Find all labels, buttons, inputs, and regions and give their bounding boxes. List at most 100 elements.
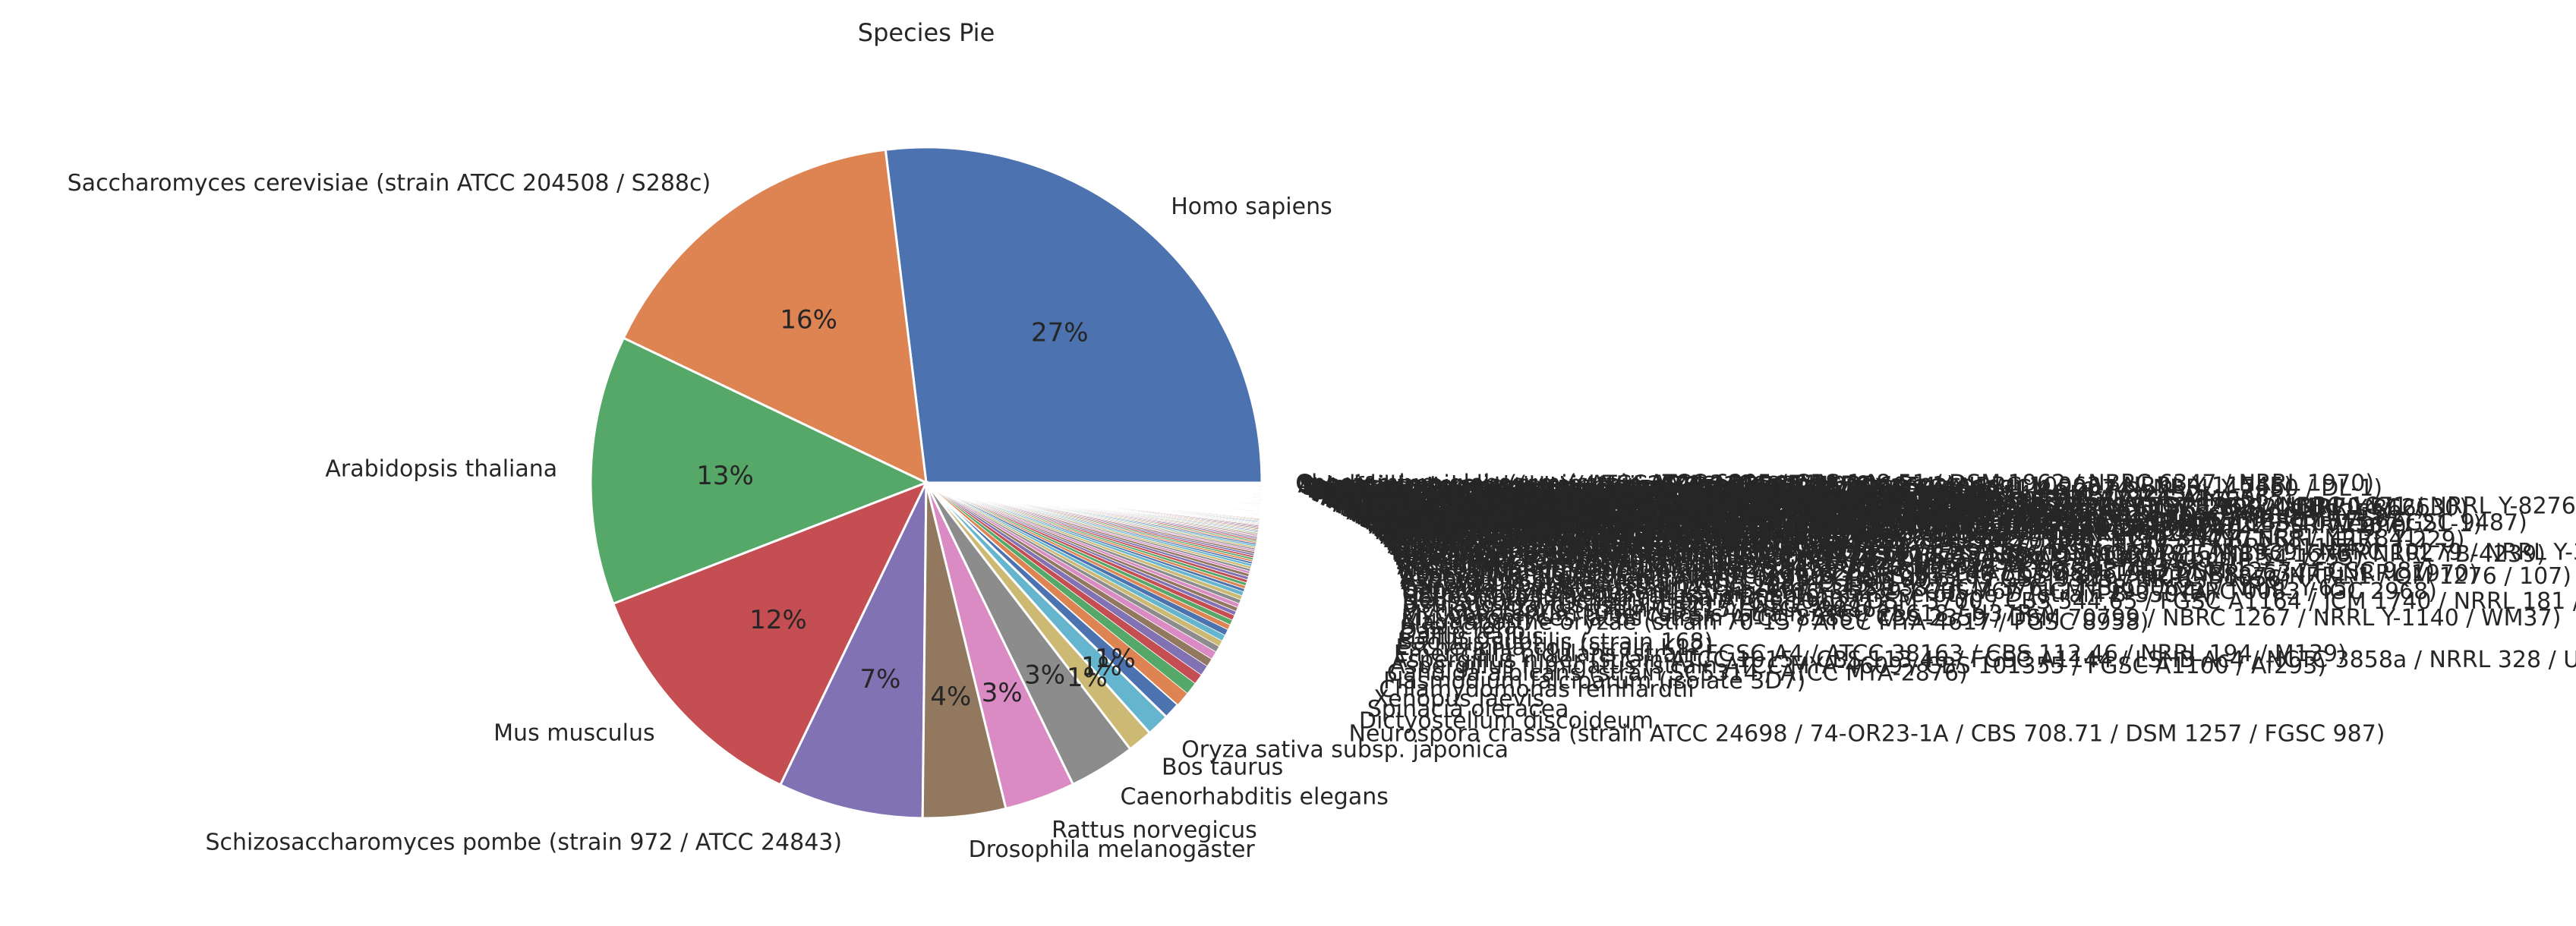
slice-label: Chaetomium globosum (strain ATCC 6205 / … xyxy=(1295,471,2374,497)
slice-label: Paracoccidioides lutzii (strain ATCC MYA… xyxy=(1364,509,1956,536)
slice-label: Komagataella phaffii (strain ATCC 76273 … xyxy=(1367,511,2482,537)
slice-label: Pyricularia oryzae (strain 70-15 / ATCC … xyxy=(1307,477,2023,503)
slice-label: Mycobacterium tuberculosis (strain ATCC … xyxy=(1402,600,2055,627)
slice-label: Neurospora crassa (strain ATCC 24698 / 7… xyxy=(1398,558,2435,584)
slice-label: Aspergillus oryzae (strain ATCC 42149 / … xyxy=(1332,491,1872,518)
slice-label: Yarrowia lipolytica (strain CLIB 122 / E… xyxy=(1401,572,1893,598)
slice-label: Magnaporthe oryzae (strain 70-15 / ATCC … xyxy=(1401,609,2149,636)
chart-title: Species Pie xyxy=(858,18,995,47)
slice-label: Arthroderma otae (strain ATCC MYA-4605 /… xyxy=(1322,485,1962,512)
slice-label: Candida parapsilosis (strain CDC 317 / A… xyxy=(1342,496,1975,523)
slice-label: Penicillium rubens (strain ATCC 28089 / … xyxy=(1394,545,2363,572)
slice-label: Pichia angusta (strain ATCC 26012 / NRRL… xyxy=(1350,501,1994,528)
slice-label: Drosophila melanogaster xyxy=(969,836,1256,863)
pct-label: 3% xyxy=(1024,660,1065,691)
slice-label: Thielavia terrestris (strain ATCC 38088 … xyxy=(1356,505,1953,531)
slice-labels: Homo sapiens Saccharomyces cerevisiae (st… xyxy=(68,170,2576,863)
slice-label: Eremothecium cymbalariae (strain CBS 270… xyxy=(1360,506,2413,533)
slice-label: Escherichia coli (strain K12) xyxy=(1395,635,1713,661)
slice-label: Oryza sativa subsp. japonica xyxy=(1181,736,1509,763)
pct-label: 4% xyxy=(930,682,971,712)
slice-label: Nematostella vectensis xyxy=(1302,474,1569,500)
slice-label: Candida dubliniensis (strain CD36 / ATCC… xyxy=(1383,525,2427,552)
slice-label: Danio rerio xyxy=(1399,619,1525,645)
slice-label: Ustilago maydis (strain 521 / FGSC 9021) xyxy=(1402,592,1873,619)
slice-label: Emericella nidulans (strain FGSC A4 / AT… xyxy=(1354,502,2306,529)
pie-slice xyxy=(778,482,928,820)
slice-label: Neosartorya fumigata (strain ATCC MYA-46… xyxy=(1324,487,2263,513)
slice-label: Lodderomyces elongisporus (strain ATCC 1… xyxy=(1392,541,2546,568)
slice-label: Trichophyton verrucosum (strain HKI 0517… xyxy=(1374,518,1865,544)
slice-label: Arthroderma gypseum (strain ATCC MYA-460… xyxy=(1320,484,2015,511)
slice-label: Ajellomyces dermatitidis (strain SLH1408… xyxy=(1312,479,1806,506)
slice-label: Coccidioides immitis (strain RS) xyxy=(1396,551,1758,578)
slice-label: Fusarium oxysporum (strain Fo5176) xyxy=(1345,498,1764,524)
slice-label: Pestalotiopsis fici (strain W106-1 / CGM… xyxy=(1334,492,1917,518)
slice-label: Debaryomyces hansenii (strain ATCC 36239… xyxy=(1402,578,2437,605)
slice-label: Aspergillus flavus (strain ATCC 200026 /… xyxy=(1369,512,2407,539)
pct-label: 1% xyxy=(1067,663,1108,693)
slice-label: Candida orthopsilosis (strain 90-125) xyxy=(1348,500,1770,527)
slice-label: Cochliobolus heterostrophus (strain C5 /… xyxy=(1328,488,2037,515)
pct-label: 1% xyxy=(1095,644,1136,674)
pct-label: 1% xyxy=(1081,651,1122,682)
slice-label: Paracoccidioides brasiliensis (strain Pb… xyxy=(1381,524,1859,551)
slice-label: Scheffersomyces stipitis (strain ATCC 58… xyxy=(1301,473,2293,499)
pie-slice xyxy=(589,336,929,606)
slice-label: Cordyceps militaris (strain CM01) xyxy=(1354,503,1735,530)
slice-label: Cryptococcus neoformans var. neoformans … xyxy=(1323,486,2293,512)
slice-label: Pyrenophora teres f. teres (strain 0-1) xyxy=(1370,514,1800,540)
slice-label: Arabidopsis thaliana xyxy=(325,455,557,482)
slice-label: Bacillus subtilis (strain 168) xyxy=(1397,629,1713,656)
slice-label: Ogataea parapolymorpha (strain ATCC 2601… xyxy=(1304,475,2382,502)
slice-label: Saccharomyces cerevisiae (strain ATCC 20… xyxy=(68,170,711,197)
slice-label: Scheffersomyces stipitis (strain ATCC 58… xyxy=(1389,534,2381,561)
slice-label: Pichia pastoris (strain GS115 / ATCC 208… xyxy=(1402,597,1900,623)
pct-label: 7% xyxy=(860,664,901,694)
slice-label: Meyerozyma guilliermondii (strain ATCC 6… xyxy=(1392,540,2576,566)
slice-label: Ajellomyces capsulatus (strain G186AR / … xyxy=(1316,481,2210,508)
slice-label: Coccidioides posadasii (strain RMSCC 757… xyxy=(1310,478,1903,505)
slice-label: Sclerotinia sclerotiorum (strain ATCC 18… xyxy=(1395,549,2052,575)
slice-label: Spinacia oleracea xyxy=(1367,696,1569,723)
slice-label: Nectria haematococca (strain 77-13-4 / A… xyxy=(1373,515,2242,542)
slice-label: Aspergillus clavatus (strain ATCC 1007 /… xyxy=(1400,563,2571,590)
slice-label: Zygosaccharomyces rouxii (strain ATCC 26… xyxy=(1383,527,2464,553)
slice-label: Chlamydomonas reinhardtii xyxy=(1379,676,1694,703)
pct-label: 3% xyxy=(982,678,1023,708)
slice-label: Myceliophthora thermophila (strain ATCC … xyxy=(1358,506,2217,532)
slice-label: Homo sapiens xyxy=(1171,194,1332,220)
slice-label: Kazachstania africana (strain ATCC 22294… xyxy=(1336,493,2576,520)
slice-label: Trichophyton equinum (strain ATCC MYA-46… xyxy=(1316,482,2001,509)
slice-label: Coccidioides posadasii (strain C735) xyxy=(1363,509,1777,535)
slice-label: Chaetomium globosum (strain ATCC 6205 / … xyxy=(1399,561,2478,587)
slice-label: Ajellomyces capsulatus (strain H143) xyxy=(1314,480,1739,507)
slice-label: Ajellomyces capsulatus (strain H88) xyxy=(1313,480,1723,506)
slice-label: Aspergillus fumigatus (strain ATCC MYA-4… xyxy=(1390,653,2327,679)
slice-label: Torulaspora delbrueckii (strain ATCC 106… xyxy=(1339,495,2425,521)
slice-label: Clavispora lusitaniae (strain ATCC 42720… xyxy=(1390,537,1862,564)
slice-label: Vanderwaltozyma polyspora (strain ATCC 2… xyxy=(1384,528,2095,555)
pie-slice xyxy=(622,148,928,485)
slice-label: Gibberella fujikuroi (strain CBS 195.34 … xyxy=(1330,490,2082,516)
slice-label: Naumovozyma castellii (strain ATCC 76901… xyxy=(1339,494,2468,521)
slice-label: Fusarium pseudograminearum (strain CS309… xyxy=(1335,493,1871,519)
slice-label: Lachancea thermotolerans (strain ATCC 56… xyxy=(1378,521,2219,547)
slice-label: Uncinocarpus reesii (strain UAMH 1704) xyxy=(1386,531,1841,558)
slice-label: Ajellomyces dermatitidis (strain ER-3 / … xyxy=(1380,523,2010,550)
slice-label: Aspergillus niger (strain ATCC 1015 / CB… xyxy=(1392,647,2576,673)
slice-label: Trichophyton tonsurans (strain CBS 11281… xyxy=(1317,483,1822,509)
slice-label: Neurospora crassa (strain ATCC 24698 / 7… xyxy=(1349,721,2385,748)
slice-label: Sus scrofa xyxy=(1401,613,1518,640)
slice-label: Botryotinia fuckeliana (strain B05.10) xyxy=(1402,585,1829,612)
slice-label: Sclerotinia sclerotiorum (strain ATCC 18… xyxy=(1299,472,1956,499)
slice-label: Pichia kudriavzevii xyxy=(1332,490,1542,517)
slice-label: Neosartorya fischeri (strain ATCC 1020 /… xyxy=(1402,588,2576,615)
slice-label: Aspergillus terreus (strain NIH 2624 / F… xyxy=(1298,471,1878,498)
slice-label: Candida tropicalis (strain ATCC MYA-3404… xyxy=(1297,471,1827,497)
slice-label: Neosartorya fumigata (strain CEA10 / CBS… xyxy=(1351,502,2091,528)
slice-label: Kluyveromyces lactis (strain ATCC 8585 /… xyxy=(1402,605,2562,632)
pie-slices xyxy=(589,146,1263,820)
